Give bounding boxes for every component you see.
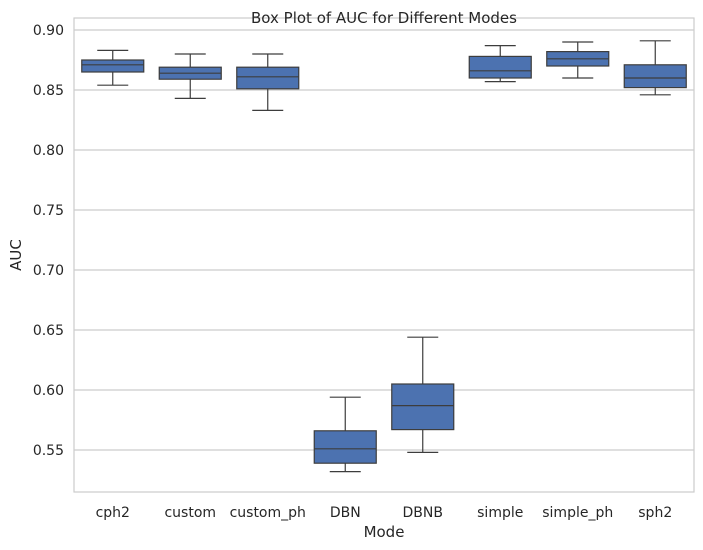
iqr-box — [623, 64, 687, 89]
boxes — [81, 40, 687, 473]
x-tick-label: DBNB — [403, 505, 443, 521]
y-tick-label: 0.80 — [33, 143, 64, 159]
x-tick-label: custom — [164, 505, 216, 521]
iqr-box — [468, 55, 532, 79]
iqr-box — [236, 66, 300, 90]
box-DBN — [313, 396, 377, 473]
x-tick-label: sph2 — [638, 505, 672, 521]
grid-lines — [74, 29, 694, 451]
box-cph2 — [81, 49, 145, 86]
y-tick-label: 0.55 — [33, 443, 64, 459]
y-ticks: 0.55 0.60 0.65 0.70 0.75 0.80 0.85 0.90 — [33, 23, 64, 459]
y-tick-label: 0.60 — [33, 383, 64, 399]
iqr-box — [391, 383, 455, 431]
x-tick-label: simple_ph — [542, 505, 613, 521]
box-custom_ph — [236, 53, 300, 112]
y-axis-label: AUC — [7, 239, 25, 271]
y-tick-label: 0.90 — [33, 23, 64, 39]
x-tick-label: custom_ph — [230, 505, 306, 521]
x-tick-label: DBN — [330, 505, 361, 521]
y-tick-label: 0.75 — [33, 203, 64, 219]
plot-area — [73, 17, 695, 493]
y-tick-label: 0.70 — [33, 263, 64, 279]
y-tick-label: 0.65 — [33, 323, 64, 339]
y-tick-label: 0.85 — [33, 83, 64, 99]
x-axis-label: Mode — [364, 523, 405, 541]
x-ticks: cph2 custom custom_ph DBN DBNB simple simple_p… — [96, 505, 673, 521]
x-tick-label: cph2 — [96, 505, 130, 521]
box-DBNB — [391, 336, 455, 453]
iqr-box — [81, 59, 145, 73]
box-simple_ph — [546, 41, 610, 79]
x-tick-label: simple — [477, 505, 523, 521]
box-custom — [158, 53, 222, 100]
box-simple — [468, 44, 532, 83]
chart-title: Box Plot of AUC for Different Modes — [251, 9, 517, 27]
box-sph2 — [623, 40, 687, 96]
iqr-box — [313, 430, 377, 464]
